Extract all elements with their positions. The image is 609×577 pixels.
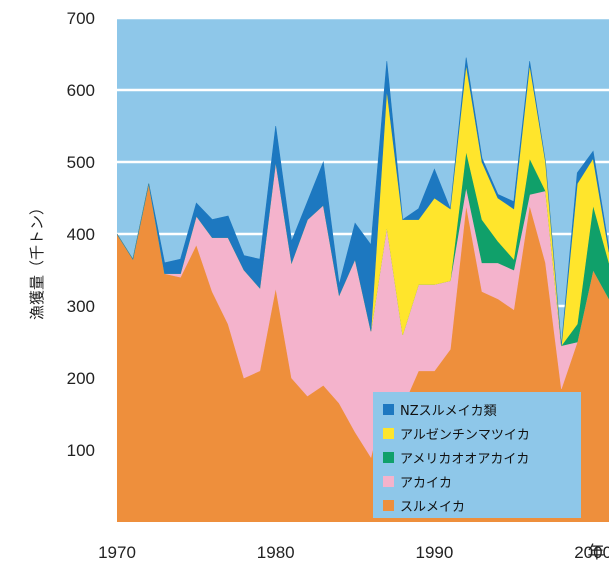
x-tick-label-1980: 1980 [257, 543, 295, 562]
legend-label-3: アカイカ [400, 476, 452, 491]
y-tick-label-700: 700 [67, 9, 95, 28]
x-tick-label-1990: 1990 [416, 543, 454, 562]
legend-label-0: NZスルメイカ類 [400, 404, 497, 419]
legend-label-1: アルゼンチンマツイカ [400, 428, 530, 443]
legend-swatch-1 [383, 428, 394, 439]
y-tick-label-100: 100 [67, 441, 95, 460]
y-tick-label-500: 500 [67, 153, 95, 172]
legend-swatch-2 [383, 452, 394, 463]
y-tick-label-300: 300 [67, 297, 95, 316]
y-tick-label-200: 200 [67, 369, 95, 388]
x-tick-label-1970: 1970 [98, 543, 136, 562]
y-tick-label-600: 600 [67, 81, 95, 100]
series-area-4 [117, 57, 609, 346]
legend-swatch-3 [383, 476, 394, 487]
legend-label-4: スルメイカ [400, 500, 465, 515]
legend-box [373, 392, 581, 518]
legend-swatch-4 [383, 500, 394, 511]
legend-swatch-0 [383, 404, 394, 415]
x-unit-label: 年 [588, 543, 605, 562]
y-axis-label: 漁獲量（千トン） [28, 200, 46, 320]
legend-label-2: アメリカオオアカイカ [400, 452, 529, 467]
x-tick-label-2000: 2000 [574, 543, 609, 562]
y-tick-label-400: 400 [67, 225, 95, 244]
